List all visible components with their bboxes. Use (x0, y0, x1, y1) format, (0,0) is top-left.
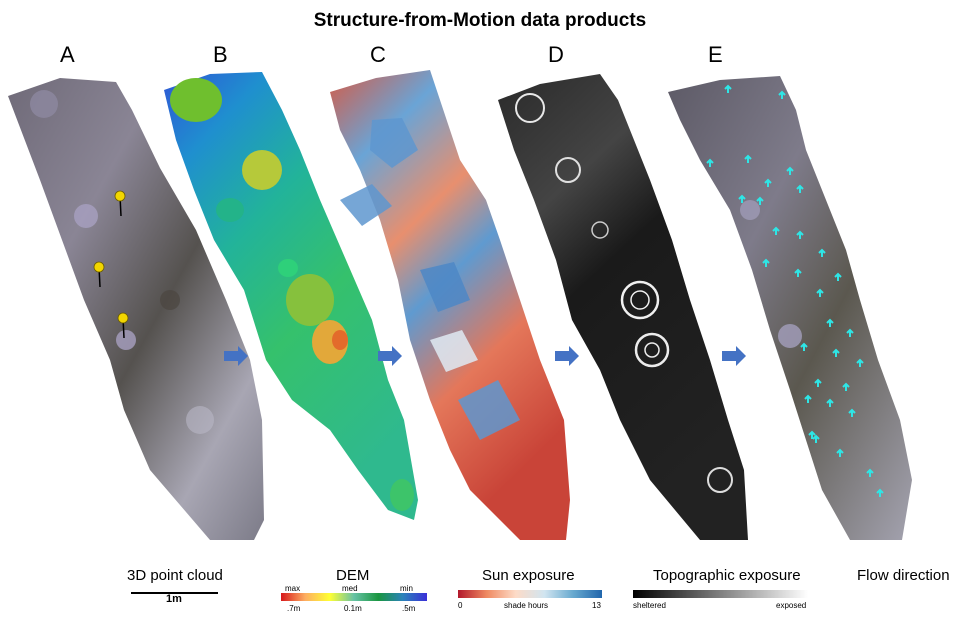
dem-value-low: .5m (402, 604, 416, 613)
dem-colorbar (281, 593, 427, 601)
flow-arrow-icon (772, 226, 780, 235)
flow-arrow-icon (804, 394, 812, 403)
panel-letter-e: E (708, 42, 723, 67)
flow-arrow-icon (832, 348, 840, 357)
panel-a-point-cloud (8, 78, 264, 540)
flow-arrow-icon (756, 196, 764, 205)
flow-arrow-icon (856, 358, 864, 367)
flow-arrow-icon (786, 166, 794, 175)
flow-arrow-icon (706, 158, 714, 167)
dem-value-med: 0.1m (344, 604, 362, 613)
arrow-a-to-b-icon (224, 346, 248, 366)
topo-label-high: exposed (776, 601, 807, 610)
flow-arrow-icon (800, 342, 808, 351)
flow-arrow-icon (866, 468, 874, 477)
flow-arrow-icon (834, 272, 842, 281)
panel-d-topographic-exposure (498, 74, 748, 540)
arrow-c-to-d-icon (555, 346, 579, 366)
flow-arrow-icon (818, 248, 826, 257)
panel-letter-a: A (60, 42, 75, 67)
arrow-b-to-c-icon (378, 346, 402, 366)
panel-letter-c: C (370, 42, 386, 67)
flow-arrow-icon (808, 430, 816, 439)
flow-arrow-icon (762, 258, 770, 267)
flow-arrow-icon (826, 398, 834, 407)
flow-arrow-icon (724, 84, 732, 93)
flow-arrow-icon (794, 268, 802, 277)
flow-arrow-icon (796, 184, 804, 193)
flow-arrow-icon (814, 378, 822, 387)
caption-topographic-exposure: Topographic exposure (653, 567, 801, 584)
dem-label-min: min (400, 584, 413, 593)
flow-arrow-icon (764, 178, 772, 187)
flow-arrow-icon (876, 488, 884, 497)
flow-arrow-icon (812, 434, 820, 443)
flow-arrow-icon (816, 288, 824, 297)
flow-arrow-icon (796, 230, 804, 239)
sun-value-min: 0 (458, 601, 463, 610)
dem-label-med: med (342, 584, 358, 593)
sun-value-max: 13 (592, 601, 601, 610)
dem-label-max: max (285, 584, 301, 593)
panel-b-dem (164, 72, 418, 520)
flow-arrow-icon (846, 328, 854, 337)
process-arrows (224, 346, 746, 366)
caption-flow-direction: Flow direction (857, 567, 950, 584)
panel-e-flow-direction (668, 76, 912, 540)
flow-arrow-icon (848, 408, 856, 417)
sun-value-mid: shade hours (504, 601, 549, 610)
figure-title: Structure-from-Motion data products (313, 10, 647, 31)
topographic-colorbar (633, 590, 808, 598)
location-markers (93, 190, 129, 339)
topo-label-low: sheltered (633, 601, 666, 610)
caption-dem: DEM (336, 567, 370, 584)
flow-arrows (706, 84, 884, 497)
flow-arrow-icon (778, 90, 786, 99)
sun-exposure-colorbar (458, 590, 602, 598)
flow-arrow-icon (738, 194, 746, 203)
panel-c-sun-exposure (330, 70, 570, 540)
arrow-d-to-e-icon (722, 346, 746, 366)
scale-bar-label: 1m (166, 593, 182, 605)
flow-arrow-icon (826, 318, 834, 327)
flow-arrow-icon (744, 154, 752, 163)
panel-letter-b: B (213, 42, 228, 67)
caption-point-cloud: 3D point cloud (127, 567, 223, 584)
flow-arrow-icon (836, 448, 844, 457)
flow-arrow-icon (842, 382, 850, 391)
caption-sun-exposure: Sun exposure (482, 567, 575, 584)
panel-letter-d: D (548, 42, 564, 67)
dem-value-high: .7m (287, 604, 301, 613)
scale-bar (131, 592, 218, 594)
